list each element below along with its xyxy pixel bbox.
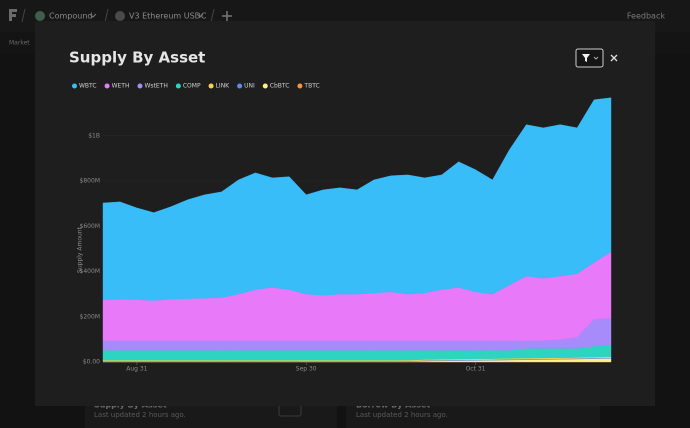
legend-swatch — [72, 83, 77, 89]
legend-swatch — [104, 83, 110, 89]
add-button[interactable] — [222, 11, 232, 21]
separator — [21, 8, 26, 23]
feedback-link[interactable]: Feedback — [627, 12, 665, 21]
y-tick-label: $1B — [88, 132, 100, 139]
legend-swatch — [237, 83, 243, 89]
card-updated: Last updated 2 hours ago. — [94, 411, 186, 419]
legend-swatch — [262, 83, 268, 89]
legend-label: COMP — [183, 83, 201, 90]
y-tick-label: $600M — [80, 223, 100, 230]
y-tick-label: $400M — [80, 268, 100, 275]
legend-label: WETH — [112, 83, 130, 90]
tab[interactable]: Market — [9, 40, 30, 47]
modal-title: Supply By Asset — [69, 49, 205, 67]
legend-label: UNI — [244, 83, 255, 90]
y-tick-label: $200M — [80, 313, 100, 320]
chevron — [89, 13, 97, 18]
protocol-icon — [35, 11, 45, 21]
filter-icon — [582, 54, 590, 62]
market-select[interactable]: V3 Ethereum USDC — [129, 12, 207, 21]
area — [102, 97, 612, 301]
x-tick-label: Aug 31 — [126, 366, 147, 373]
legend-swatch — [137, 83, 143, 89]
x-tick-label: Sep 30 — [296, 366, 317, 373]
legend-label: WBTC — [79, 83, 97, 90]
chevron — [196, 13, 204, 18]
card-updated: Last updated 2 hours ago. — [356, 411, 448, 419]
separator — [210, 8, 215, 23]
y-tick-label: $0.00 — [83, 359, 100, 366]
legend-swatch — [175, 83, 181, 89]
legend-label: LINK — [216, 83, 231, 90]
legend-swatch — [297, 83, 303, 89]
legend-label: TBTC — [303, 83, 319, 90]
filter-button[interactable] — [575, 48, 604, 68]
legend-label: WstETH — [144, 83, 167, 90]
protocol-select[interactable]: Compound — [49, 12, 92, 21]
chevron — [593, 56, 599, 60]
x-tick-label: Oct 31 — [466, 366, 486, 373]
close-button[interactable] — [610, 54, 618, 62]
legend-label: CbBTC — [270, 83, 290, 90]
legend-swatch — [208, 83, 214, 89]
separator — [104, 8, 109, 23]
y-tick-label: $800M — [80, 178, 100, 185]
logo[interactable] — [9, 9, 17, 21]
y-axis-label: Supply Amount — [77, 226, 84, 273]
market-icon — [115, 11, 125, 21]
